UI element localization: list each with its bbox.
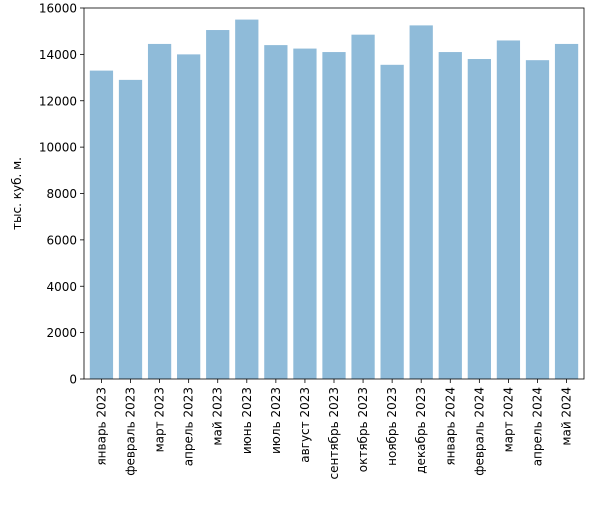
x-tick-label: март 2023 [153, 387, 167, 452]
x-tick-label: декабрь 2023 [414, 387, 428, 474]
x-tick-label: май 2023 [211, 387, 225, 446]
y-axis-title: тыс. куб. м. [10, 157, 24, 230]
x-tick-label: май 2024 [560, 387, 574, 446]
y-tick-label: 4000 [46, 280, 77, 294]
y-tick-label: 2000 [46, 326, 77, 340]
bar [177, 54, 201, 379]
bar [206, 30, 230, 379]
bar [147, 43, 172, 380]
y-tick-label: 12000 [39, 94, 77, 108]
bar [467, 59, 491, 379]
y-axis: 0 2000 4000 6000 8000 10000 12000 14000 16000 [39, 2, 84, 387]
y-tick-label: 6000 [46, 233, 77, 247]
bar [89, 70, 114, 379]
bar [438, 52, 462, 380]
x-tick-label: март 2024 [501, 387, 515, 452]
bar [409, 25, 433, 379]
x-tick-label: июль 2023 [269, 387, 283, 454]
x-tick-label: ноябрь 2023 [385, 387, 399, 466]
bar [118, 79, 143, 379]
y-tick-label: 14000 [39, 48, 77, 62]
x-tick-label: январь 2023 [94, 387, 108, 466]
bars-group [89, 19, 579, 380]
y-tick-label: 8000 [46, 187, 77, 201]
bar [554, 43, 579, 380]
bar [322, 52, 346, 380]
y-tick-label: 0 [69, 373, 77, 387]
x-tick-label: июнь 2023 [240, 387, 254, 454]
x-tick-label: октябрь 2023 [356, 387, 370, 472]
x-tick-label: январь 2024 [443, 387, 457, 466]
y-tick-label: 16000 [39, 2, 77, 16]
x-tick-label: сентябрь 2023 [327, 387, 341, 479]
bar [380, 64, 404, 379]
bar [351, 34, 375, 380]
x-tick-label: апрель 2024 [530, 387, 544, 466]
y-tick-label: 10000 [39, 141, 77, 155]
bar [525, 60, 550, 379]
x-axis: январь 2023 февраль 2023 март 2023 апрель 2… [94, 379, 574, 479]
bar [235, 19, 259, 379]
x-tick-label: август 2023 [298, 387, 312, 463]
x-tick-label: апрель 2023 [182, 387, 196, 466]
bar [264, 45, 288, 379]
bar [293, 48, 317, 379]
x-tick-label: февраль 2024 [472, 387, 486, 476]
x-tick-label: февраль 2023 [124, 387, 138, 476]
bar [496, 40, 521, 380]
